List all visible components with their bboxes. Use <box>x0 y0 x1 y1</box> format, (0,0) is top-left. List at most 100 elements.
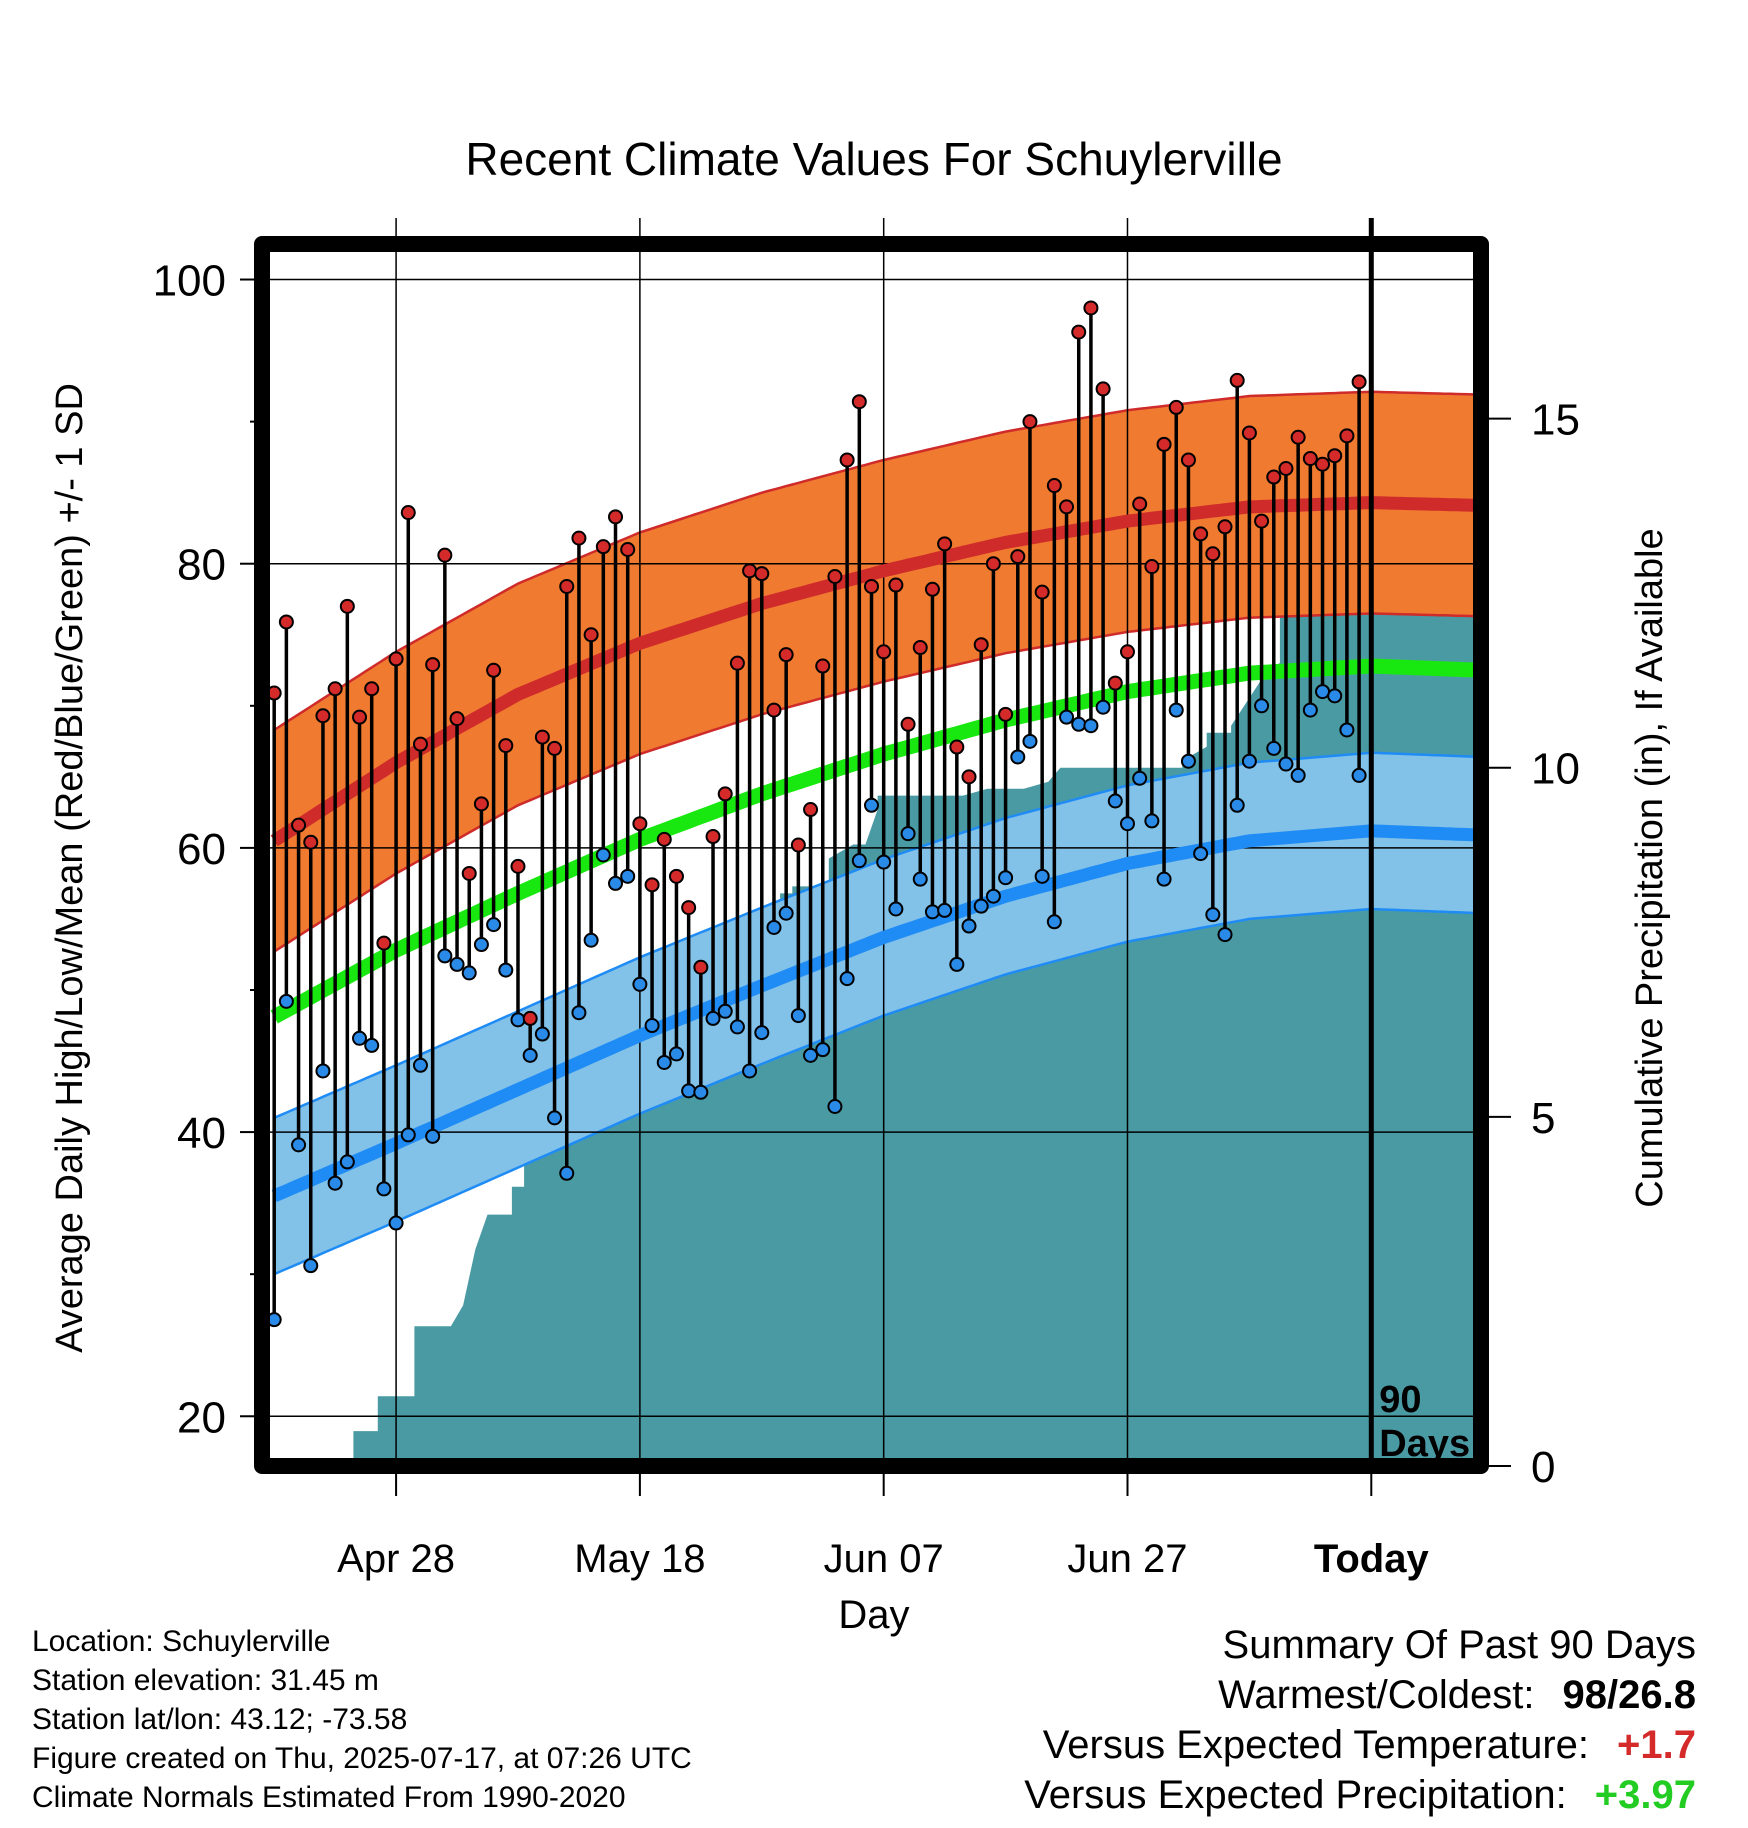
observed-low-point <box>1095 699 1111 715</box>
observed-low-point <box>327 1175 343 1191</box>
observed-low-point <box>1168 702 1184 718</box>
observed-high-point <box>1241 425 1257 441</box>
normal-high-upper-edge <box>273 390 1482 732</box>
observed-low-point <box>498 962 514 978</box>
observed-low-point <box>839 971 855 987</box>
observed-high-point <box>851 394 867 410</box>
observed-high-point <box>961 769 977 785</box>
observed-high-point <box>291 817 307 833</box>
observed-high-point <box>998 706 1014 722</box>
observed-low-point <box>425 1128 441 1144</box>
observed-high-point <box>1119 644 1135 660</box>
observed-low-point <box>827 1099 843 1115</box>
observed-low-point <box>449 956 465 972</box>
observed-low-point <box>961 918 977 934</box>
observed-high-point <box>876 644 892 660</box>
observed-low-point <box>656 1054 672 1070</box>
y2-tick-label: 0 <box>1531 1443 1555 1492</box>
observed-high-point <box>754 566 770 582</box>
observed-high-point <box>364 681 380 697</box>
observed-low-point <box>559 1165 575 1181</box>
observed-low-point <box>291 1137 307 1153</box>
x-tick-label: Jun 07 <box>824 1537 944 1581</box>
observed-high-point <box>1229 372 1245 388</box>
x-tick-label: May 18 <box>574 1537 705 1581</box>
elevation-text: Station elevation: 31.45 m <box>32 1664 379 1697</box>
observed-high-point <box>839 452 855 468</box>
precip-anomaly-label: Versus Expected Precipitation: <box>1024 1773 1567 1817</box>
observed-low-point <box>815 1042 831 1058</box>
observed-low-point <box>1205 907 1221 923</box>
chart-title: Recent Climate Values For Schuylerville <box>465 133 1282 185</box>
observed-low-point <box>1071 716 1087 732</box>
observed-high-point <box>681 900 697 916</box>
observed-low-point <box>473 937 489 953</box>
x-tick-label: Jun 27 <box>1067 1537 1187 1581</box>
observed-low-point <box>1290 767 1306 783</box>
observed-high-point <box>583 627 599 643</box>
observed-high-point <box>352 709 368 725</box>
observed-high-point <box>815 658 831 674</box>
observed-low-point <box>668 1046 684 1062</box>
observed-high-point <box>1022 414 1038 430</box>
y-axis-label: Average Daily High/Low/Mean (Red/Blue/Gr… <box>49 383 91 1353</box>
location-text: Location: Schuylerville <box>32 1625 331 1658</box>
observed-low-point <box>924 904 940 920</box>
observed-low-point <box>1156 871 1172 887</box>
normal-mean-line <box>270 658 1482 1024</box>
observed-low-point <box>388 1215 404 1231</box>
observed-low-point <box>1229 797 1245 813</box>
observed-low-point <box>900 826 916 842</box>
observed-low-point <box>717 1003 733 1019</box>
observed-high-point <box>547 740 563 756</box>
normal-low-lower-edge <box>273 907 1482 1276</box>
observed-low-point <box>998 870 1014 886</box>
y2-axis-label: Cumulative Precipitation (in), If Availa… <box>1629 528 1671 1207</box>
observed-high-point <box>1095 381 1111 397</box>
observed-low-point <box>1241 753 1257 769</box>
precip-anomaly-value: +3.97 <box>1594 1773 1696 1817</box>
observed-low-point <box>1083 718 1099 734</box>
x-axis-label: Day <box>838 1593 909 1637</box>
observed-high-point <box>900 716 916 732</box>
observed-high-point <box>656 831 672 847</box>
observed-low-point <box>1010 749 1026 765</box>
normal-low-band <box>274 752 1482 1275</box>
observed-high-point <box>1327 448 1343 464</box>
observed-high-point <box>461 865 477 881</box>
temp-anomaly-value: +1.7 <box>1617 1723 1696 1767</box>
observed-high-point <box>437 547 453 563</box>
observed-high-point <box>376 935 392 951</box>
observed-high-point <box>473 796 489 812</box>
observed-high-point <box>1059 499 1075 515</box>
observed-low-point <box>1217 927 1233 943</box>
observed-low-point <box>278 993 294 1009</box>
observed-high-point <box>1168 399 1184 415</box>
observed-low-point <box>1302 702 1318 718</box>
observed-high-point <box>498 738 514 754</box>
observed-low-point <box>1180 753 1196 769</box>
observed-high-point <box>620 542 636 557</box>
created-text: Figure created on Thu, 2025-07-17, at 07… <box>32 1742 692 1775</box>
observed-low-point <box>1339 722 1355 738</box>
observed-low-point <box>461 965 477 981</box>
observed-low-point <box>681 1083 697 1099</box>
observed-high-point <box>1205 546 1221 562</box>
observed-high-point <box>827 568 843 584</box>
observed-low-point <box>595 847 611 863</box>
observed-low-point <box>851 853 867 869</box>
observed-high-point <box>1302 451 1318 467</box>
observed-high-point <box>449 711 465 727</box>
temp-anomaly-label: Versus Expected Temperature: <box>1042 1723 1590 1767</box>
observed-high-point <box>534 729 550 745</box>
observed-high-point <box>412 736 428 752</box>
observed-low-point <box>1059 709 1075 725</box>
observed-high-point <box>1144 559 1160 575</box>
days-marker-label: Days <box>1379 1423 1470 1465</box>
y2-tick-label: 5 <box>1531 1094 1555 1143</box>
observed-high-point <box>1278 461 1294 477</box>
observed-high-point <box>778 647 794 663</box>
observed-high-point <box>339 598 355 614</box>
observed-low-point <box>547 1110 563 1126</box>
observed-low-point <box>912 871 928 887</box>
